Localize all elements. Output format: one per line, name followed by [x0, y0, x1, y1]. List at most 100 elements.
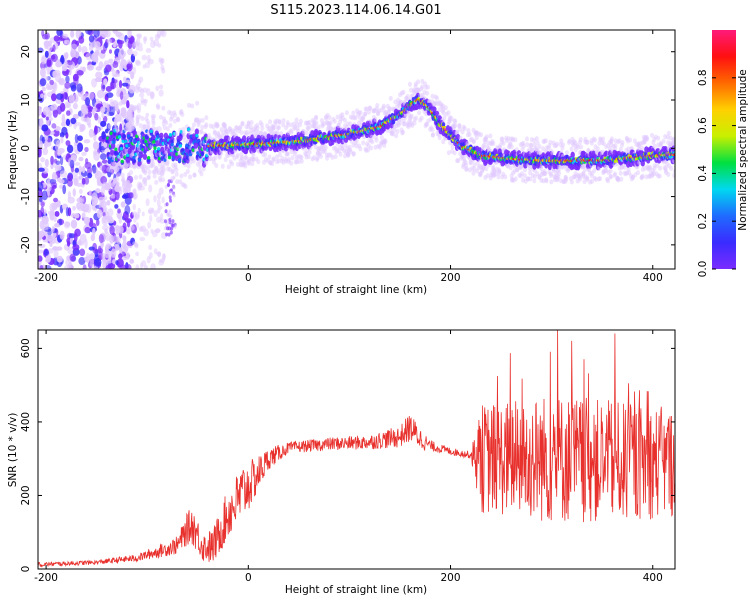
spectrogram-cell [108, 167, 113, 173]
spectrogram-cell [188, 152, 193, 157]
spectrogram-cell [168, 122, 173, 128]
spectrogram-cell [141, 54, 148, 61]
spectrogram-cell [201, 166, 206, 172]
spectrogram-cell [62, 65, 68, 72]
spectrogram-cell [139, 92, 145, 98]
spectrogram-cell [343, 117, 348, 123]
spectrogram-cell [73, 213, 80, 219]
spectrogram-cell [118, 79, 123, 89]
spectrogram-cell [168, 133, 173, 137]
spectrogram-cell [564, 176, 569, 182]
spectrogram-cell [60, 136, 64, 144]
spectrogram-cell [49, 202, 56, 212]
spectrogram-cell [138, 76, 144, 83]
spectrogram-cell [570, 151, 575, 159]
spectrogram-cell [50, 54, 56, 60]
spectrogram-cell [92, 227, 96, 236]
spectrogram-cell [147, 156, 151, 160]
spectrogram-cell [462, 126, 467, 132]
spectrogram-cell [121, 82, 129, 87]
spectrogram-cell [72, 102, 78, 110]
spectrogram-cell [146, 174, 151, 180]
spectrogram-cell [245, 129, 250, 135]
spectrogram-cell [105, 64, 112, 73]
spectrogram-cell [123, 92, 130, 100]
spectrogram-cell [479, 132, 484, 138]
spectrogram-cell [148, 252, 153, 259]
spectrogram-cell [196, 151, 200, 155]
spectrogram-cell [103, 195, 108, 201]
spectrogram-cell [619, 142, 624, 148]
spectrogram-cell [114, 204, 119, 209]
spectrogram-cell [188, 174, 193, 180]
spectrogram-cell [417, 110, 422, 116]
spectrogram-cell [47, 116, 53, 122]
spectrogram-cell [128, 107, 133, 113]
spectrogram-cell [102, 211, 106, 217]
spectrogram-cell [171, 219, 175, 224]
spectrogram-cell [89, 256, 94, 267]
spectrogram-cell [133, 175, 138, 181]
spectrogram-cell [129, 37, 134, 45]
spectrogram-cell [139, 262, 144, 269]
spectrogram-cell [61, 113, 66, 124]
spectrogram-cell [332, 118, 337, 124]
spectrogram-cell [53, 35, 60, 42]
spectrogram-cell [142, 123, 147, 129]
spectrogram-cell [128, 84, 136, 94]
spectrogram-cell [246, 120, 251, 126]
spectrogram-cell [76, 70, 84, 76]
spectrogram-cell [88, 128, 95, 138]
spectrogram-cell [105, 111, 110, 117]
spectrogram-cell [425, 90, 430, 96]
spectrogram-cell [238, 124, 243, 130]
spectrogram-cell [200, 117, 205, 123]
spectrogram-cell [164, 154, 169, 160]
spectrogram-cell [122, 235, 127, 241]
spectrogram-cell [327, 115, 332, 121]
spectrogram-cell [381, 103, 386, 109]
spectrogram-cell [41, 33, 49, 40]
spectrogram-cell [99, 200, 104, 206]
spectrogram-cell [595, 146, 600, 152]
spectrogram-cell [50, 181, 58, 188]
spectrogram-cell [133, 194, 137, 200]
spectrogram-cell [333, 154, 338, 160]
spectrogram-cell [127, 48, 133, 56]
spectrogram-cell [628, 137, 633, 143]
spectrogram-cell [190, 126, 195, 132]
spectrogram-cell [47, 248, 54, 254]
spectrogram-cell [190, 103, 195, 109]
spectrogram-cell [158, 114, 163, 120]
spectrogram-cell [170, 139, 175, 145]
spectrogram-cell [453, 118, 458, 124]
spectrogram-cell [549, 179, 554, 185]
spectrogram-cell [636, 170, 641, 176]
spectrogram-cell [169, 198, 173, 203]
spectrogram-cell [554, 141, 559, 147]
spectrogram-cell [94, 77, 103, 83]
spectrogram-cell [68, 94, 75, 104]
spectrogram-cell [100, 49, 106, 54]
spectrogram-cell [69, 253, 76, 262]
spectrogram-cell [111, 181, 116, 187]
spectrogram-cell [66, 240, 71, 247]
spectrogram-cell [501, 140, 506, 146]
spectrogram-cell [94, 257, 102, 267]
spectrogram-cell [196, 119, 201, 125]
spectrogram-cell [162, 125, 167, 131]
spectrogram-cell [155, 103, 160, 109]
spectrogram-cell [361, 140, 366, 146]
spectrogram-cell [40, 93, 44, 99]
spectrogram-cell [92, 141, 100, 150]
spectrogram-cell [579, 144, 584, 150]
spectrogram-cell [204, 115, 209, 121]
spectrogram-cell [127, 30, 132, 39]
spectrogram-cell [608, 168, 613, 174]
spectrogram-cell [44, 50, 49, 58]
spectrogram-cell [593, 137, 598, 143]
spectrogram-cell [199, 171, 204, 177]
spectrogram-cell [166, 212, 170, 217]
spectrogram-cell [41, 86, 46, 92]
spectrogram-cell [114, 190, 120, 201]
